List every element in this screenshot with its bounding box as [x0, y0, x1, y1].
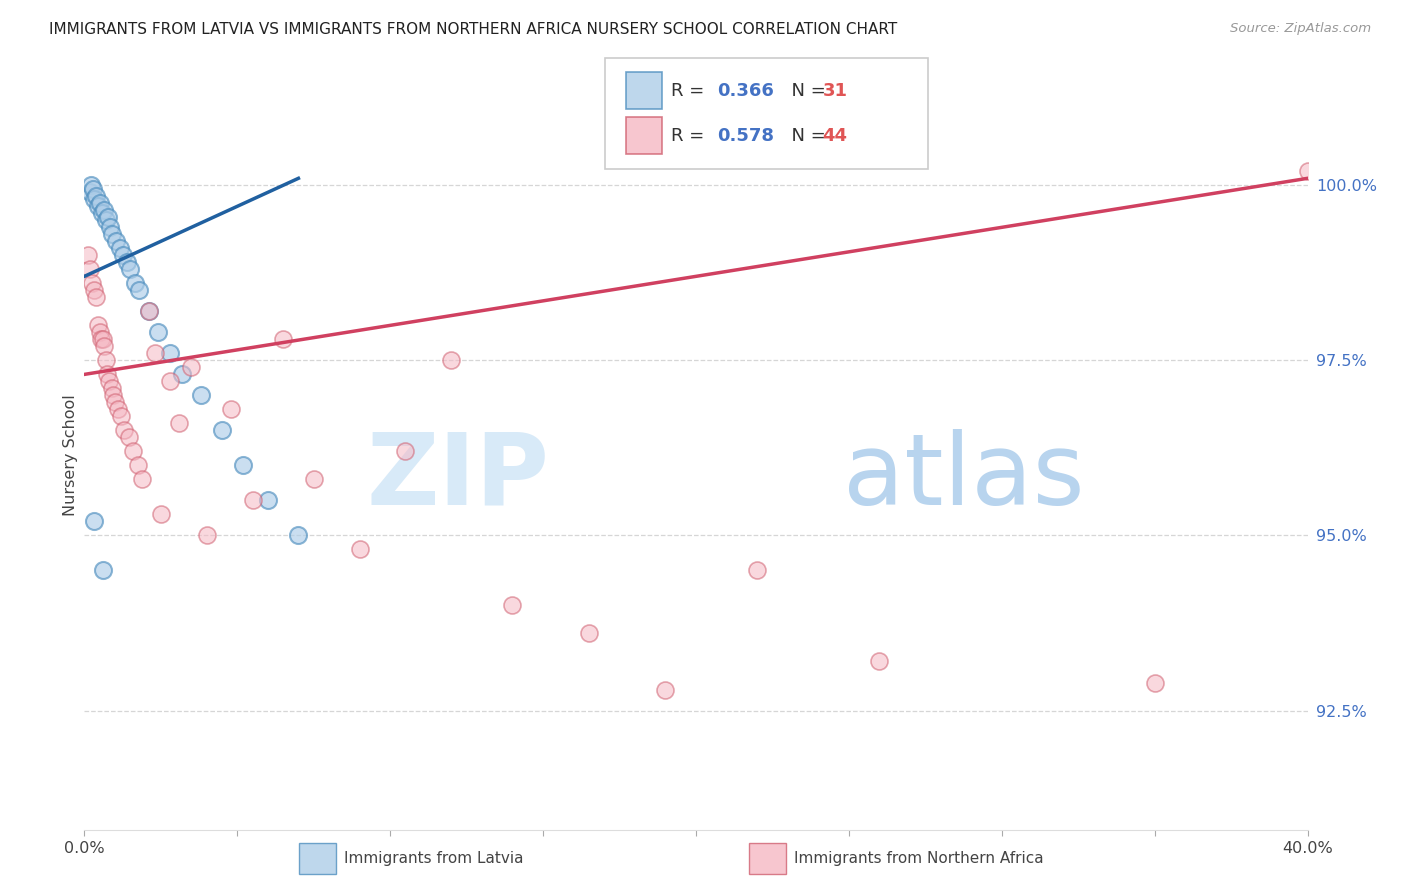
Point: [101, 381, 124, 395]
Point: [104, 395, 127, 409]
Point: [172, 368, 194, 382]
Text: IMMIGRANTS FROM LATVIA VS IMMIGRANTS FROM NORTHERN AFRICA NURSERY SCHOOL CORRELA: IMMIGRANTS FROM LATVIA VS IMMIGRANTS FRO…: [49, 22, 897, 37]
Point: [93, 339, 115, 353]
Point: [82, 182, 104, 196]
Point: [578, 626, 600, 640]
Point: [105, 235, 128, 249]
Text: N =: N =: [780, 128, 832, 145]
Point: [302, 472, 325, 486]
Text: R =: R =: [671, 128, 710, 145]
Point: [96, 368, 118, 382]
Point: [120, 262, 142, 277]
Point: [91, 332, 114, 346]
Point: [80, 277, 103, 291]
Point: [1296, 164, 1319, 178]
Point: [80, 178, 103, 193]
Point: [83, 284, 105, 298]
Point: [84, 189, 107, 203]
Point: [654, 682, 676, 697]
Point: [159, 346, 181, 360]
Point: [1143, 675, 1166, 690]
Point: [440, 353, 463, 368]
Point: [131, 472, 153, 486]
Point: [190, 388, 212, 402]
Point: [90, 332, 112, 346]
Point: [97, 210, 120, 224]
Text: ZIP: ZIP: [367, 429, 550, 526]
Point: [93, 202, 115, 217]
Point: [138, 304, 160, 318]
Point: [103, 388, 125, 402]
Text: R =: R =: [671, 82, 710, 100]
Point: [146, 326, 169, 340]
Point: [219, 402, 242, 417]
Point: [195, 528, 218, 542]
Point: [180, 360, 202, 375]
Point: [115, 255, 138, 269]
Y-axis label: Nursery School: Nursery School: [63, 394, 77, 516]
Point: [127, 458, 149, 473]
Point: [108, 241, 131, 255]
Text: Source: ZipAtlas.com: Source: ZipAtlas.com: [1230, 22, 1371, 36]
Point: [89, 195, 111, 210]
Point: [77, 248, 100, 262]
Point: [747, 564, 769, 578]
Point: [83, 192, 105, 206]
Point: [242, 493, 264, 508]
Point: [502, 599, 524, 613]
Point: [98, 375, 121, 389]
Point: [98, 220, 121, 235]
Point: [87, 199, 110, 213]
Text: 31: 31: [823, 82, 848, 100]
Point: [96, 213, 118, 227]
Text: 0.578: 0.578: [717, 128, 775, 145]
Point: [110, 409, 132, 424]
Point: [83, 515, 105, 529]
Point: [143, 346, 166, 360]
Point: [128, 284, 150, 298]
Point: [79, 262, 101, 277]
Point: [167, 417, 190, 431]
Text: atlas: atlas: [842, 429, 1084, 526]
Point: [79, 186, 101, 200]
Point: [111, 248, 134, 262]
Point: [84, 290, 107, 304]
Point: [211, 424, 233, 438]
Point: [257, 493, 280, 508]
Point: [869, 655, 891, 669]
Text: N =: N =: [780, 82, 832, 100]
Text: 0.366: 0.366: [717, 82, 773, 100]
Point: [159, 375, 181, 389]
Point: [118, 430, 141, 444]
Point: [287, 528, 309, 542]
Point: [112, 424, 135, 438]
Point: [232, 458, 254, 473]
Point: [138, 304, 160, 318]
Text: Immigrants from Northern Africa: Immigrants from Northern Africa: [794, 852, 1045, 866]
Point: [87, 318, 110, 333]
Point: [271, 332, 294, 346]
Text: 44: 44: [823, 128, 848, 145]
Point: [94, 353, 117, 368]
Point: [91, 206, 114, 220]
Point: [124, 277, 146, 291]
Text: Immigrants from Latvia: Immigrants from Latvia: [344, 852, 524, 866]
Point: [349, 542, 371, 557]
Point: [101, 227, 124, 242]
Point: [149, 508, 172, 522]
Point: [394, 444, 416, 458]
Point: [107, 402, 129, 417]
Point: [89, 326, 111, 340]
Point: [91, 564, 114, 578]
Point: [122, 444, 145, 458]
